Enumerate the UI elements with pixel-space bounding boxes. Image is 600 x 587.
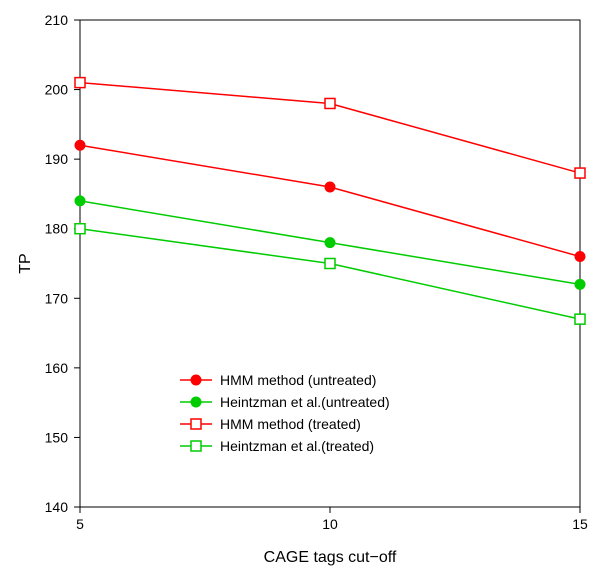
y-tick-label: 140 bbox=[45, 499, 69, 515]
data-point bbox=[325, 238, 335, 248]
data-point bbox=[75, 224, 85, 234]
data-point bbox=[325, 182, 335, 192]
data-point bbox=[191, 441, 201, 451]
x-tick-label: 15 bbox=[572, 516, 588, 532]
y-tick-label: 160 bbox=[45, 360, 69, 376]
data-point bbox=[325, 259, 335, 269]
data-point bbox=[75, 78, 85, 88]
data-point bbox=[75, 140, 85, 150]
data-point bbox=[575, 314, 585, 324]
x-tick-label: 10 bbox=[322, 516, 338, 532]
line-chart: 5 10 15 CAGE tags cut−off 140 150 160 170 180 190… bbox=[0, 0, 600, 587]
y-tick-label: 200 bbox=[45, 82, 69, 98]
y-tick-label: 210 bbox=[45, 12, 69, 28]
legend-label: HMM method (treated) bbox=[220, 416, 361, 432]
y-tick-label: 190 bbox=[45, 151, 69, 167]
data-point bbox=[75, 196, 85, 206]
y-tick-label: 150 bbox=[45, 429, 69, 445]
legend-label: Heintzman et al.(treated) bbox=[220, 438, 374, 454]
x-axis-label: CAGE tags cut−off bbox=[264, 549, 397, 566]
y-axis-label: TP bbox=[17, 253, 34, 273]
data-point bbox=[191, 397, 201, 407]
y-tick-label: 170 bbox=[45, 290, 69, 306]
data-point bbox=[191, 419, 201, 429]
data-point bbox=[575, 279, 585, 289]
data-point bbox=[325, 98, 335, 108]
legend-label: Heintzman et al.(untreated) bbox=[220, 394, 390, 410]
data-point bbox=[575, 252, 585, 262]
chart-container: 5 10 15 CAGE tags cut−off 140 150 160 170 180 190… bbox=[0, 0, 600, 587]
data-point bbox=[191, 375, 201, 385]
data-point bbox=[575, 168, 585, 178]
plot-background bbox=[0, 0, 600, 587]
legend-label: HMM method (untreated) bbox=[220, 372, 376, 388]
y-tick-label: 180 bbox=[45, 221, 69, 237]
x-tick-label: 5 bbox=[76, 516, 84, 532]
